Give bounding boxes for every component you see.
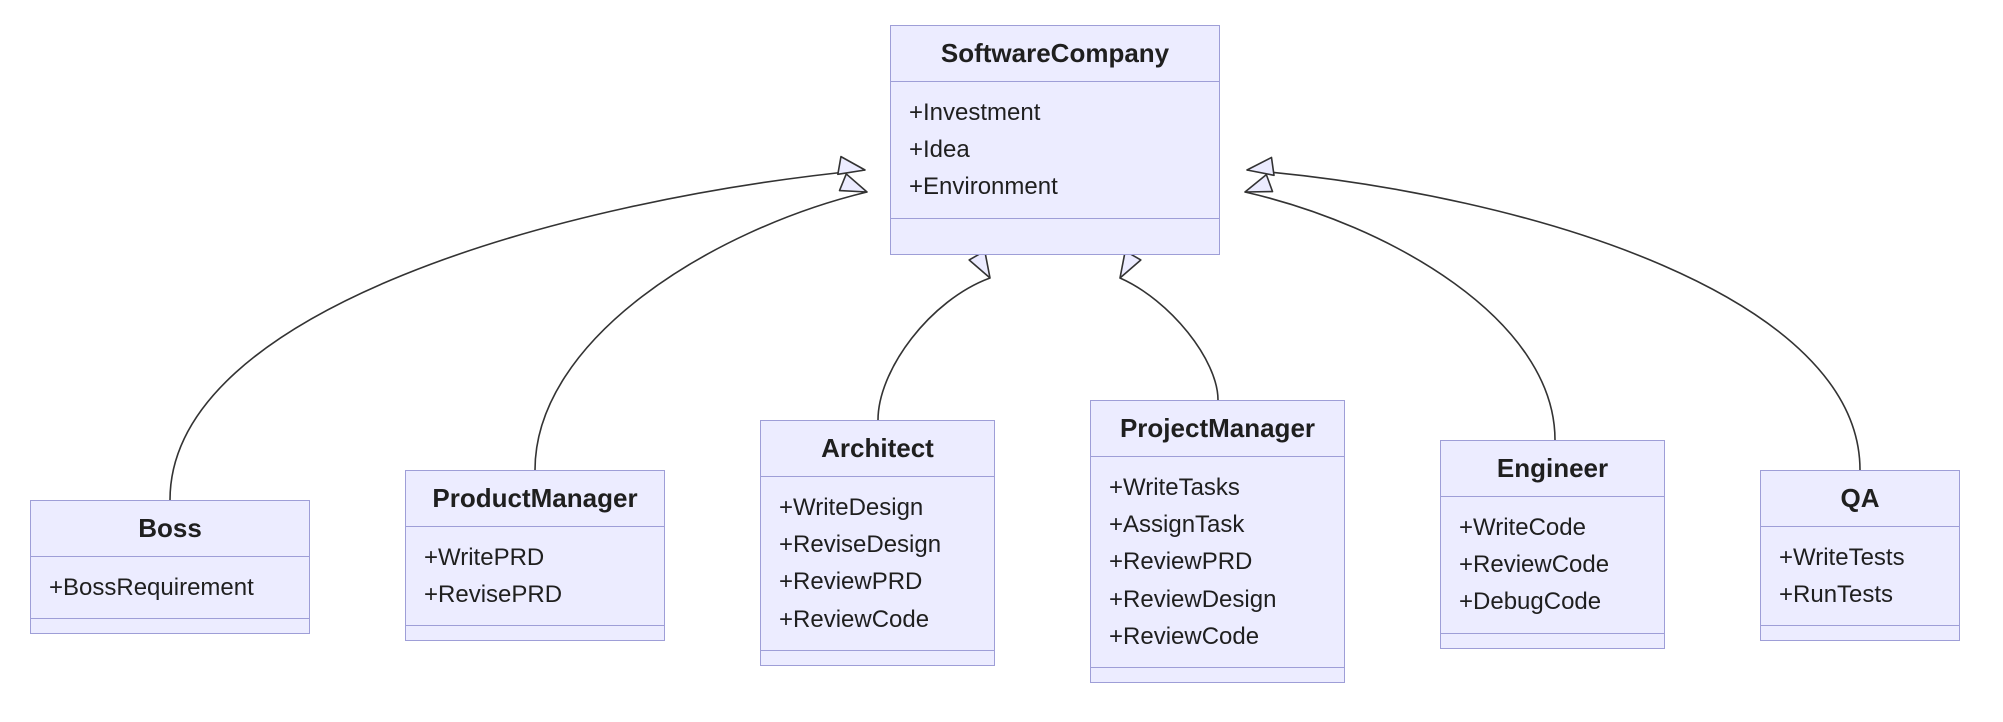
class-attr: +WritePRD — [424, 539, 646, 576]
class-title: ProjectManager — [1091, 401, 1344, 457]
class-footer — [406, 626, 664, 640]
class-attr: +ReviewPRD — [1109, 543, 1326, 580]
class-Boss: Boss +BossRequirement — [30, 500, 310, 634]
class-attr: +BossRequirement — [49, 569, 291, 606]
class-title: ProductManager — [406, 471, 664, 527]
class-body: +BossRequirement — [31, 557, 309, 619]
arrowhead-Boss-SoftwareCompany — [838, 157, 867, 179]
arrowhead-Engineer-SoftwareCompany — [1242, 175, 1273, 201]
class-attr: +ReviewCode — [779, 601, 976, 638]
class-attr: +ReviewDesign — [1109, 581, 1326, 618]
class-title: Boss — [31, 501, 309, 557]
class-title: SoftwareCompany — [891, 26, 1219, 82]
class-title: Architect — [761, 421, 994, 477]
class-title: Engineer — [1441, 441, 1664, 497]
edge-Architect-SoftwareCompany — [878, 278, 990, 420]
class-footer — [1441, 634, 1664, 648]
class-footer — [891, 219, 1219, 233]
class-attr: +Idea — [909, 131, 1201, 168]
class-ProjectManager: ProjectManager+WriteTasks+AssignTask+Rev… — [1090, 400, 1345, 683]
class-attr: +RunTests — [1779, 576, 1941, 613]
class-body: +Investment+Idea+Environment — [891, 82, 1219, 219]
class-body: +WritePRD+RevisePRD — [406, 527, 664, 626]
class-ProductManager: ProductManager+WritePRD+RevisePRD — [405, 470, 665, 641]
class-footer — [761, 651, 994, 665]
arrowhead-Architect-SoftwareCompany — [969, 251, 998, 283]
class-Engineer: Engineer+WriteCode+ReviewCode+DebugCode — [1440, 440, 1665, 649]
class-body: +WriteDesign+ReviseDesign+ReviewPRD+Revi… — [761, 477, 994, 651]
class-attr: +ReviseDesign — [779, 526, 976, 563]
class-attr: +WriteTests — [1779, 539, 1941, 576]
class-title: QA — [1761, 471, 1959, 527]
class-footer — [31, 619, 309, 633]
class-attr: +WriteDesign — [779, 489, 976, 526]
class-QA: QA+WriteTests+RunTests — [1760, 470, 1960, 641]
arrowhead-QA-SoftwareCompany — [1246, 157, 1274, 178]
class-body: +WriteTasks+AssignTask+ReviewPRD+ReviewD… — [1091, 457, 1344, 668]
class-attr: +Environment — [909, 168, 1201, 205]
class-attr: +ReviewCode — [1459, 546, 1646, 583]
edge-ProjectManager-SoftwareCompany — [1120, 278, 1218, 400]
class-attr: +ReviewPRD — [779, 563, 976, 600]
class-Architect: Architect+WriteDesign+ReviseDesign+Revie… — [760, 420, 995, 666]
arrowhead-ProjectManager-SoftwareCompany — [1112, 251, 1141, 283]
class-footer — [1761, 626, 1959, 640]
arrowhead-ProductManager-SoftwareCompany — [840, 174, 871, 200]
class-attr: +WriteTasks — [1109, 469, 1326, 506]
class-attr: +WriteCode — [1459, 509, 1646, 546]
class-attr: +RevisePRD — [424, 576, 646, 613]
class-SoftwareCompany: SoftwareCompany+Investment+Idea+Environm… — [890, 25, 1220, 255]
class-body: +WriteTests+RunTests — [1761, 527, 1959, 626]
diagram-canvas: SoftwareCompany+Investment+Idea+Environm… — [0, 0, 2003, 722]
class-attr: +ReviewCode — [1109, 618, 1326, 655]
class-attr: +AssignTask — [1109, 506, 1326, 543]
class-attr: +Investment — [909, 94, 1201, 131]
class-footer — [1091, 668, 1344, 682]
class-attr: +DebugCode — [1459, 583, 1646, 620]
class-body: +WriteCode+ReviewCode+DebugCode — [1441, 497, 1664, 634]
